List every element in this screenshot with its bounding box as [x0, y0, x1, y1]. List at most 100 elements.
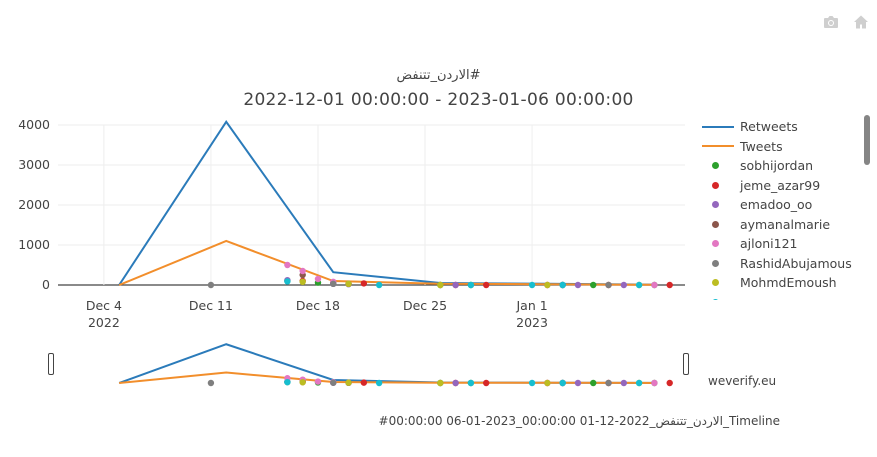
y-tick-label: 3000	[18, 157, 50, 172]
x-tick-label: Dec 25	[403, 298, 447, 313]
slider-data-point	[605, 379, 612, 387]
data-point	[635, 281, 643, 289]
legend-item[interactable]: Retweets	[700, 117, 860, 137]
data-point	[345, 280, 352, 287]
legend-item[interactable]: emadoo_oo	[700, 195, 860, 215]
data-point	[528, 281, 536, 289]
legend-item[interactable]: jeme_azar99	[700, 176, 860, 196]
legend-scrollbar[interactable]	[864, 115, 870, 165]
legend-item[interactable]: RashidAbujamous	[700, 254, 860, 274]
data-point	[559, 281, 566, 289]
data-point	[314, 275, 322, 283]
y-tick-label: 0	[42, 277, 50, 292]
legend-label: ajloni121	[740, 236, 798, 252]
slider-data-point	[375, 379, 383, 387]
legend-dot-symbol	[700, 237, 740, 251]
data-point	[284, 278, 291, 285]
slider-data-point	[620, 379, 628, 387]
legend-label: emadoo_oo	[740, 197, 813, 213]
slider-data-point	[651, 379, 658, 387]
slider-line-tweets	[119, 371, 655, 384]
y-tick-label: 4000	[18, 117, 50, 132]
legend-dot-symbol	[700, 198, 740, 212]
legend-dot-symbol	[700, 256, 740, 270]
y-tick-label: 1000	[18, 237, 50, 252]
data-point	[452, 281, 459, 289]
data-point	[299, 267, 306, 275]
legend-label: Tweets	[740, 138, 783, 154]
chart-subtitle: 2022-12-01 00:00:00 - 2023-01-06 00:00:0…	[243, 90, 634, 110]
legend-item[interactable]	[700, 293, 860, 300]
data-point	[620, 281, 628, 289]
data-point	[544, 281, 551, 289]
home-icon[interactable]	[853, 14, 869, 30]
legend-dot-symbol	[700, 276, 740, 290]
legend-label: MohmdEmoush	[740, 275, 837, 291]
data-point	[666, 281, 673, 289]
slider-data-point	[590, 379, 597, 387]
slider-data-point	[574, 379, 582, 387]
camera-icon[interactable]	[823, 14, 839, 30]
data-point	[375, 281, 383, 289]
slider-line-retweets	[118, 343, 655, 384]
slider-data-point	[360, 379, 368, 386]
legend-dot-symbol	[700, 178, 740, 192]
x-tick-label: Dec 11	[189, 298, 233, 313]
series-line-retweets	[118, 120, 655, 286]
slider-data-point	[284, 378, 291, 386]
x-tick-label: Dec 18	[296, 298, 340, 313]
slider-data-point	[207, 379, 215, 387]
legend-item[interactable]: MohmdEmoush	[700, 273, 860, 293]
credit-text: weverify.eu	[708, 374, 777, 388]
y-tick-label: 2000	[18, 197, 50, 212]
slider-data-point	[482, 379, 490, 387]
legend-line-symbol	[700, 120, 740, 134]
legend-item[interactable]: aymanalmarie	[700, 215, 860, 235]
x-tick-sublabel: 2023	[516, 315, 548, 330]
slider-data-point	[528, 379, 536, 387]
slider-data-point	[437, 379, 444, 387]
slider-data-point	[299, 379, 306, 386]
data-point	[467, 281, 475, 289]
legend-dot-symbol	[700, 217, 740, 231]
slider-data-point	[666, 379, 673, 387]
legend-dot-symbol	[700, 295, 740, 300]
legend-label: aymanalmarie	[740, 216, 831, 232]
data-point	[299, 278, 306, 285]
legend-item[interactable]: Tweets	[700, 137, 860, 157]
legend-line-symbol	[700, 139, 740, 153]
legend-item[interactable]: ajloni121	[700, 234, 860, 254]
slider-data-point	[544, 379, 551, 387]
slider-data-point	[452, 379, 459, 387]
legend-item[interactable]: sobhijordan	[700, 156, 860, 176]
slider-data-point	[467, 379, 475, 387]
legend-label: Retweets	[740, 119, 798, 135]
legend-dot-symbol	[700, 159, 740, 173]
slider-data-point	[314, 378, 322, 385]
slider-data-point	[635, 379, 643, 387]
slider-data-point	[330, 379, 337, 386]
data-point	[651, 281, 658, 289]
data-point	[605, 281, 612, 289]
caption-text: #00:00:00 06-01-2023_00:00:00 01-12-2022…	[378, 414, 780, 428]
modebar	[823, 14, 869, 30]
x-tick-sublabel: 2022	[88, 315, 120, 330]
data-point	[437, 281, 444, 289]
data-point	[330, 280, 337, 287]
data-point	[482, 281, 490, 289]
x-tick-label: Jan 1	[515, 298, 547, 313]
range-left-handle[interactable]	[48, 353, 54, 375]
range-right-handle[interactable]	[683, 353, 689, 375]
slider-data-point	[559, 379, 566, 387]
data-point	[590, 281, 597, 289]
chart-title: الاردن_تتنفض#	[396, 68, 481, 83]
x-tick-label: Dec 4	[86, 298, 122, 313]
legend-label: sobhijordan	[740, 158, 814, 174]
slider-data-point	[345, 379, 352, 386]
data-point	[360, 280, 368, 287]
legend-label: jeme_azar99	[740, 177, 821, 193]
data-point	[284, 261, 291, 269]
data-point	[207, 281, 215, 289]
